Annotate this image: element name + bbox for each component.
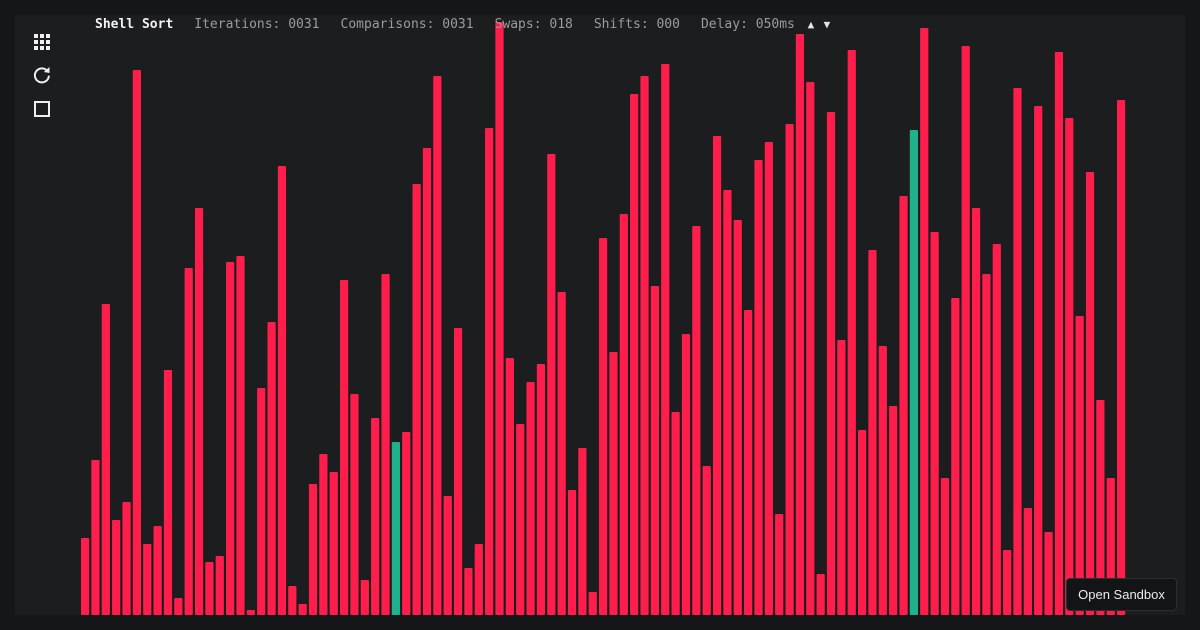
algorithm-menu-button[interactable] (15, 27, 69, 57)
delay-value: Delay: 050ms (700, 16, 795, 32)
reset-button[interactable] (15, 60, 69, 90)
visualizer-panel (15, 15, 1185, 615)
iterations-counter: Iterations: 0031 (194, 16, 320, 32)
grid-icon (34, 34, 50, 50)
sidebar (15, 15, 69, 125)
delay-increase-button[interactable]: ▲ (807, 17, 815, 31)
stop-icon (34, 101, 50, 117)
refresh-icon (33, 67, 50, 84)
stats-bar: Shell Sort Iterations: 0031 Comparisons:… (95, 16, 835, 32)
delay-decrease-button[interactable]: ▼ (823, 17, 831, 31)
open-sandbox-button[interactable]: Open Sandbox (1066, 578, 1177, 611)
algorithm-name[interactable]: Shell Sort (95, 16, 174, 32)
comparisons-counter: Comparisons: 0031 (340, 16, 474, 32)
swaps-counter: Swaps: 018 (494, 16, 573, 32)
shifts-counter: Shifts: 000 (593, 16, 680, 32)
stop-button[interactable] (15, 94, 69, 124)
